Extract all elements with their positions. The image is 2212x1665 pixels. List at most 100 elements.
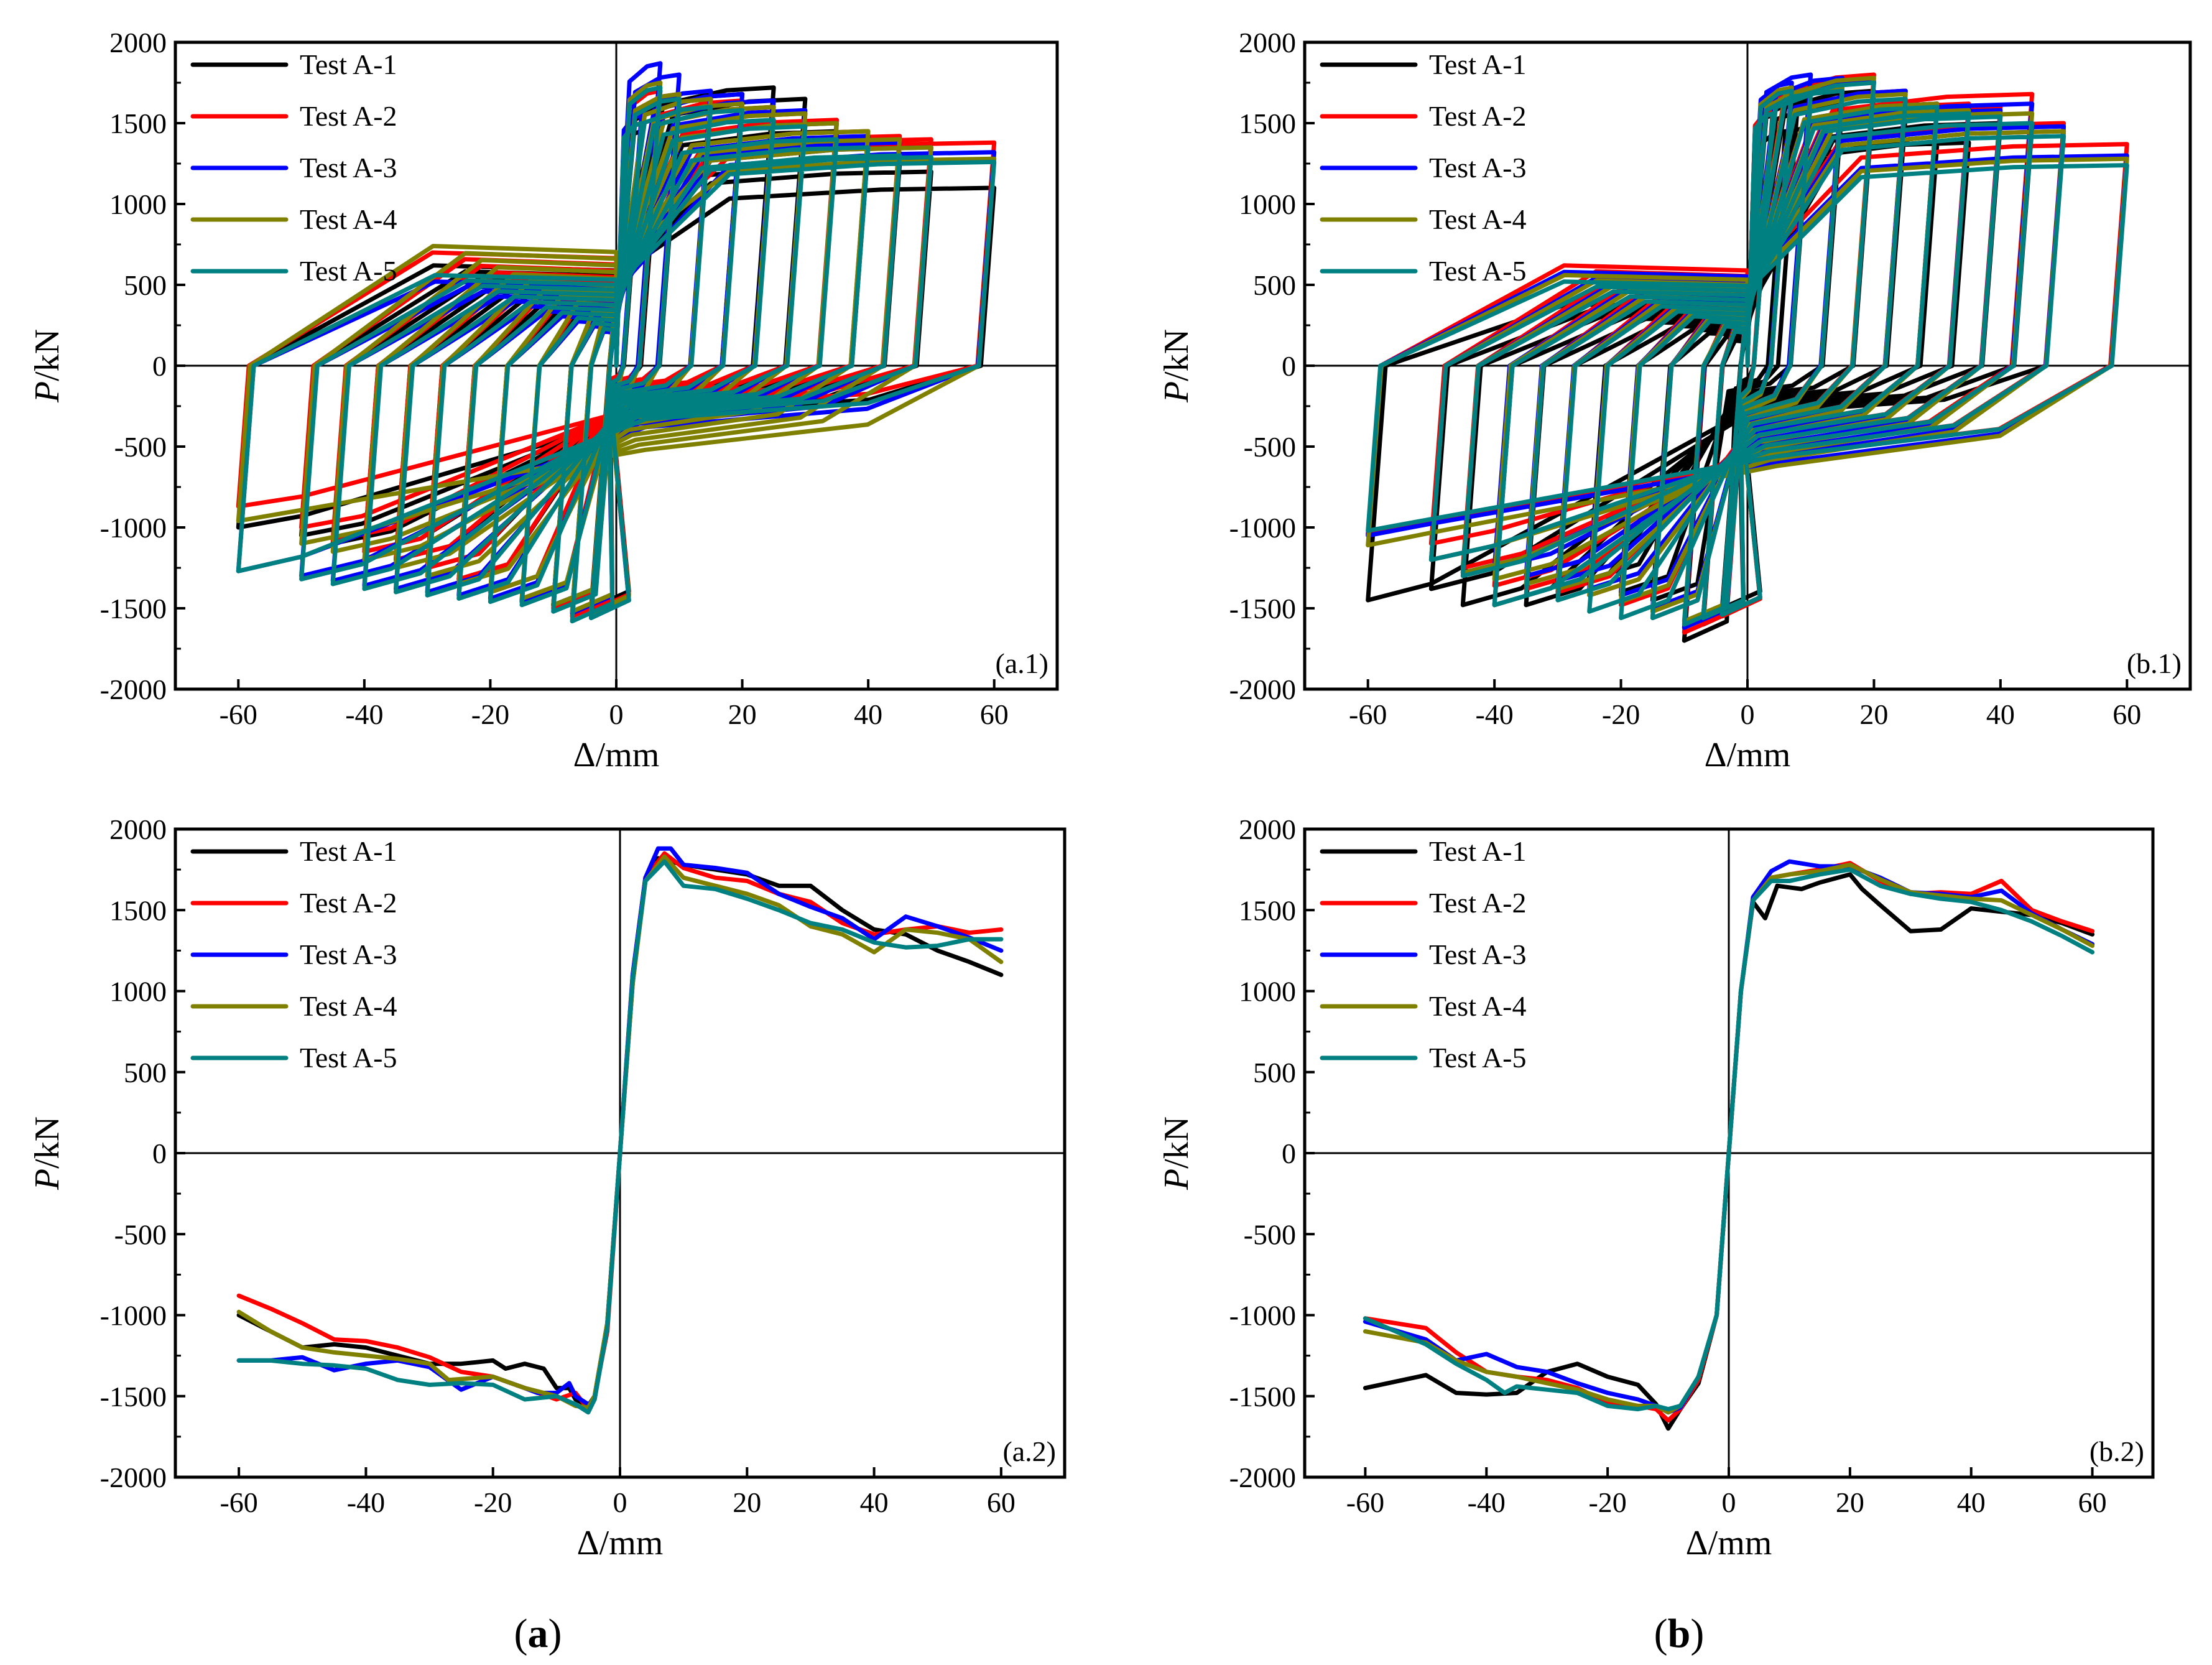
y-tick-label: -2000 xyxy=(100,1462,167,1493)
y-tick-label: -1000 xyxy=(100,512,167,544)
chart-panel-a2: -60 -40 -20 0 20 40 60 -2000 -1500 -1000 -500 0 500 1… xyxy=(28,814,1067,1562)
x-tick-label: 20 xyxy=(733,1486,761,1518)
y-axis-label-symbol: P xyxy=(1157,381,1196,403)
x-tick-label: -20 xyxy=(1602,698,1640,730)
chart-panel-b1: -60 -40 -20 0 20 40 60 -2000 -1500 -1000 -500 0 500 1… xyxy=(1157,27,2192,774)
y-tick-label: 500 xyxy=(124,1057,167,1088)
y-tick-label: -1500 xyxy=(100,1381,167,1412)
x-tick-label: 0 xyxy=(1722,1486,1736,1518)
legend-label-test-a-4: Test A-4 xyxy=(300,203,397,235)
legend-label-test-a-2: Test A-2 xyxy=(1429,100,1527,132)
x-tick-label: -60 xyxy=(220,1486,257,1518)
y-axis-label-symbol: P xyxy=(28,1169,67,1190)
legend-label-test-a-5: Test A-5 xyxy=(1429,1042,1527,1074)
x-tick-label: -20 xyxy=(1588,1486,1626,1518)
y-tick-label: 2000 xyxy=(1239,27,1296,58)
y-tick-label: 1000 xyxy=(1239,976,1296,1008)
x-axis-label: Δ/mm xyxy=(1705,736,1791,774)
y-tick-label: -1500 xyxy=(1229,1381,1296,1412)
y-tick-label: -2000 xyxy=(1229,674,1296,705)
x-tick-label: -40 xyxy=(1468,1486,1506,1518)
x-tick-label: 0 xyxy=(609,698,624,730)
x-tick-label: 0 xyxy=(613,1486,627,1518)
y-tick-label: 1500 xyxy=(1239,108,1296,139)
x-tick-label: -40 xyxy=(1475,698,1513,730)
x-tick-label: 20 xyxy=(1836,1486,1864,1518)
x-axis-label: Δ/mm xyxy=(573,736,660,774)
x-axis-label: Δ/mm xyxy=(577,1524,664,1562)
x-tick-label: -40 xyxy=(345,698,383,730)
y-tick-label: 0 xyxy=(1282,350,1296,382)
x-tick-label: -40 xyxy=(347,1486,385,1518)
x-tick-label: -60 xyxy=(1346,1486,1384,1518)
chart-panel-b2: -60 -40 -20 0 20 40 60 -2000 -1500 -1000 -500 0 500 1… xyxy=(1157,814,2155,1562)
panel-label: (a.1) xyxy=(995,647,1048,679)
caption-a-letter: a xyxy=(528,1611,548,1656)
y-axis-label-unit: /kN xyxy=(1157,329,1196,381)
legend-label-test-a-1: Test A-1 xyxy=(300,835,397,867)
y-tick-label: -1000 xyxy=(1229,1300,1296,1332)
series-layer xyxy=(1363,859,2095,1431)
y-tick-label: -2000 xyxy=(100,674,167,705)
legend-label-test-a-2: Test A-2 xyxy=(300,100,397,132)
x-tick-label: 60 xyxy=(980,698,1009,730)
x-tick-label: -60 xyxy=(1349,698,1387,730)
y-tick-label: -1500 xyxy=(100,593,167,624)
legend-label-test-a-4: Test A-4 xyxy=(300,990,397,1022)
legend-label-test-a-5: Test A-5 xyxy=(300,255,397,287)
x-tick-label: 40 xyxy=(860,1486,889,1518)
y-tick-label: 1000 xyxy=(109,188,167,220)
y-axis-label: P/kN xyxy=(28,329,67,403)
caption-a: (a) xyxy=(514,1611,562,1656)
y-tick-label: 2000 xyxy=(109,814,167,845)
y-tick-label: -1000 xyxy=(100,1300,167,1332)
x-tick-label: 60 xyxy=(2113,698,2141,730)
legend-label-test-a-3: Test A-3 xyxy=(300,152,397,183)
x-tick-label: -20 xyxy=(471,698,509,730)
x-tick-label: 40 xyxy=(854,698,882,730)
legend-label-test-a-3: Test A-3 xyxy=(1429,152,1527,183)
legend-label-test-a-1: Test A-1 xyxy=(300,49,397,80)
caption-b: (b) xyxy=(1654,1611,1705,1656)
panel-label: (b.2) xyxy=(2089,1435,2144,1467)
x-tick-label: 40 xyxy=(1957,1486,1986,1518)
x-tick-label: -60 xyxy=(220,698,257,730)
y-tick-label: 1500 xyxy=(1239,894,1296,926)
legend-label-test-a-3: Test A-3 xyxy=(1429,939,1527,970)
y-tick-label: -500 xyxy=(1244,1218,1296,1250)
x-tick-label: 40 xyxy=(1986,698,2015,730)
y-tick-label: -1500 xyxy=(1229,593,1296,624)
x-tick-label: 60 xyxy=(2078,1486,2107,1518)
y-axis-label-unit: /kN xyxy=(28,329,67,381)
y-tick-label: 500 xyxy=(1253,1057,1296,1088)
series-line-test-a-5 xyxy=(1363,867,2095,1412)
caption-b-letter: b xyxy=(1668,1611,1691,1656)
y-axis-label-symbol: P xyxy=(1157,1169,1196,1190)
x-tick-label: 60 xyxy=(987,1486,1016,1518)
y-tick-label: 0 xyxy=(152,350,167,382)
x-tick-label: 0 xyxy=(1741,698,1755,730)
x-tick-label: 20 xyxy=(1859,698,1888,730)
panel-label: (b.1) xyxy=(2127,647,2182,679)
series-line-test-a-5 xyxy=(1366,80,2129,627)
legend-label-test-a-4: Test A-4 xyxy=(1429,203,1527,235)
y-tick-label: 0 xyxy=(1282,1138,1296,1169)
y-axis-label: P/kN xyxy=(28,1116,67,1190)
y-axis-label-unit: /kN xyxy=(28,1116,67,1169)
legend-label-test-a-1: Test A-1 xyxy=(1429,835,1527,867)
series-line-test-a-5 xyxy=(236,85,997,624)
y-tick-label: 1500 xyxy=(109,108,167,139)
x-axis-label: Δ/mm xyxy=(1686,1524,1772,1562)
legend-label-test-a-1: Test A-1 xyxy=(1429,49,1527,80)
x-tick-label: 20 xyxy=(728,698,757,730)
y-tick-label: 1000 xyxy=(1239,188,1296,220)
y-tick-label: 2000 xyxy=(1239,814,1296,845)
y-tick-label: 1500 xyxy=(109,894,167,926)
legend-label-test-a-5: Test A-5 xyxy=(300,1042,397,1074)
chart-panel-a1: -60 -40 -20 0 20 40 60 -2000 -1500 -1000 -500 0 500 1… xyxy=(28,27,1059,774)
y-tick-label: 1000 xyxy=(109,976,167,1008)
legend-label-test-a-2: Test A-2 xyxy=(300,887,397,919)
y-axis-label-symbol: P xyxy=(28,381,67,403)
series-layer xyxy=(236,61,997,624)
